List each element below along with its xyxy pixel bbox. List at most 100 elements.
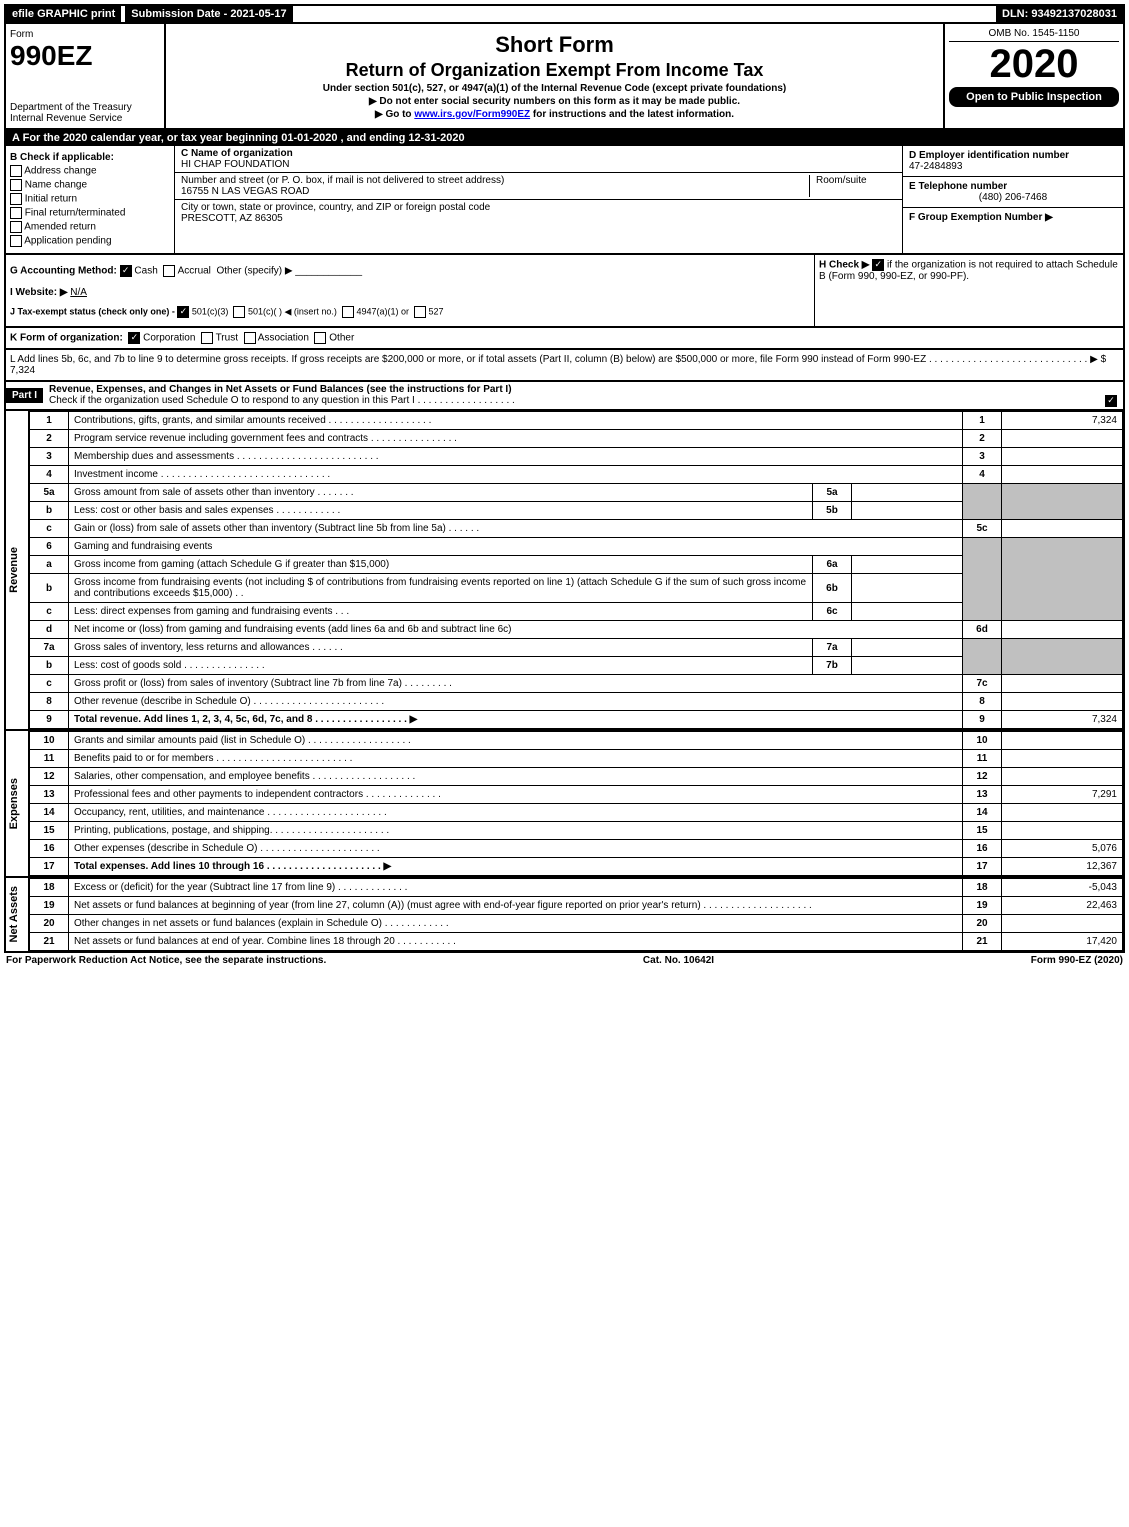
dept-line2: Internal Revenue Service	[10, 113, 122, 124]
room-label: Room/suite	[816, 175, 867, 186]
return-title: Return of Organization Exempt From Incom…	[174, 60, 935, 81]
line-7c: cGross profit or (loss) from sales of in…	[30, 675, 1123, 693]
line-21: 21Net assets or fund balances at end of …	[30, 933, 1123, 951]
period-text: For the 2020 calendar year, or tax year …	[23, 132, 465, 144]
line-19: 19Net assets or fund balances at beginni…	[30, 897, 1123, 915]
net-assets-label: Net Assets	[6, 886, 28, 942]
check-accrual[interactable]	[163, 265, 175, 277]
website-suffix: for instructions and the latest informat…	[533, 109, 734, 120]
page-footer: For Paperwork Reduction Act Notice, see …	[4, 953, 1125, 968]
irs-website-link[interactable]: www.irs.gov/Form990EZ	[414, 109, 530, 120]
lbl-pending: Application pending	[24, 236, 111, 247]
check-schedule-b[interactable]: ✓	[872, 259, 884, 271]
footer-right: Form 990-EZ (2020)	[1031, 955, 1123, 966]
form-label-small: Form	[10, 29, 33, 40]
check-initial-return[interactable]	[10, 193, 22, 205]
ghijkl-section: G Accounting Method: ✓ Cash Accrual Othe…	[4, 255, 1125, 328]
website-prefix: ▶ Go to	[375, 109, 414, 120]
lbl-501c: 501(c)( ) ◀ (insert no.)	[248, 306, 337, 316]
footer-center: Cat. No. 10642I	[643, 955, 714, 966]
line-5c: cGain or (loss) from sale of assets othe…	[30, 520, 1123, 538]
efile-label[interactable]: efile GRAPHIC print	[6, 6, 121, 22]
line9-desc: Total revenue. Add lines 1, 2, 3, 4, 5c,…	[74, 714, 417, 725]
check-name-change[interactable]	[10, 179, 22, 191]
form-header: Form 990EZ Department of the Treasury In…	[4, 24, 1125, 130]
ssn-note: ▶ Do not enter social security numbers o…	[174, 96, 935, 107]
check-501c[interactable]	[233, 306, 245, 318]
line-5a: 5aGross amount from sale of assets other…	[30, 484, 1123, 502]
check-pending[interactable]	[10, 235, 22, 247]
line-20: 20Other changes in net assets or fund ba…	[30, 915, 1123, 933]
box-c: C Name of organization HI CHAP FOUNDATIO…	[175, 146, 902, 253]
under-section-subtitle: Under section 501(c), 527, or 4947(a)(1)…	[174, 83, 935, 94]
city-label: City or town, state or province, country…	[181, 202, 490, 213]
expenses-label: Expenses	[6, 778, 28, 829]
lbl-address: Address change	[24, 166, 96, 177]
lbl-other-method: Other (specify) ▶	[216, 266, 292, 277]
filer-info-box: B Check if applicable: Address change Na…	[4, 146, 1125, 255]
check-amended[interactable]	[10, 221, 22, 233]
lbl-other-org: Other	[329, 333, 354, 344]
box-b: B Check if applicable: Address change Na…	[6, 146, 175, 253]
lbl-527: 527	[429, 306, 444, 316]
line-9: 9Total revenue. Add lines 1, 2, 3, 4, 5c…	[30, 711, 1123, 729]
check-4947[interactable]	[342, 306, 354, 318]
check-527[interactable]	[414, 306, 426, 318]
lbl-cash: Cash	[134, 266, 157, 277]
l-row: L Add lines 5b, 6c, and 7b to line 9 to …	[4, 350, 1125, 382]
check-other-org[interactable]	[314, 332, 326, 344]
i-label: I Website: ▶	[10, 287, 68, 298]
g-label: G Accounting Method:	[10, 266, 117, 277]
check-cash[interactable]: ✓	[120, 265, 132, 277]
k-label: K Form of organization:	[10, 333, 123, 344]
part1-label: Part I	[6, 388, 43, 403]
d-label: D Employer identification number	[909, 150, 1069, 161]
box-def: D Employer identification number 47-2484…	[902, 146, 1123, 253]
line-7a: 7aGross sales of inventory, less returns…	[30, 639, 1123, 657]
check-trust[interactable]	[201, 332, 213, 344]
dept-line1: Department of the Treasury	[10, 102, 132, 113]
check-501c3[interactable]: ✓	[177, 306, 189, 318]
footer-left: For Paperwork Reduction Act Notice, see …	[6, 955, 326, 966]
tax-year: 2020	[949, 42, 1119, 87]
lbl-trust: Trust	[216, 333, 238, 344]
line-12: 12Salaries, other compensation, and empl…	[30, 768, 1123, 786]
f-label: F Group Exemption Number ▶	[909, 212, 1053, 223]
open-to-public: Open to Public Inspection	[949, 87, 1119, 107]
street-label: Number and street (or P. O. box, if mail…	[181, 175, 504, 186]
l-text: L Add lines 5b, 6c, and 7b to line 9 to …	[10, 354, 1106, 365]
check-final-return[interactable]	[10, 207, 22, 219]
check-part1-schedule-o[interactable]: ✓	[1105, 395, 1117, 407]
part1-title: Revenue, Expenses, and Changes in Net As…	[49, 384, 512, 395]
line-14: 14Occupancy, rent, utilities, and mainte…	[30, 804, 1123, 822]
line-15: 15Printing, publications, postage, and s…	[30, 822, 1123, 840]
city-value: PRESCOTT, AZ 86305	[181, 213, 283, 224]
line-5b: bLess: cost or other basis and sales exp…	[30, 502, 1123, 520]
ein-value: 47-2484893	[909, 161, 962, 172]
line-11: 11Benefits paid to or for members . . . …	[30, 750, 1123, 768]
street-value: 16755 N LAS VEGAS ROAD	[181, 186, 309, 197]
k-row: K Form of organization: ✓ Corporation Tr…	[4, 328, 1125, 350]
line-6c: cLess: direct expenses from gaming and f…	[30, 603, 1123, 621]
revenue-section: Revenue 1Contributions, gifts, grants, a…	[4, 411, 1125, 731]
line-18: 18Excess or (deficit) for the year (Subt…	[30, 879, 1123, 897]
line-6: 6Gaming and fundraising events	[30, 538, 1123, 556]
website-value: N/A	[70, 287, 87, 298]
lbl-amended: Amended return	[24, 222, 96, 233]
line-2: 2Program service revenue including gover…	[30, 430, 1123, 448]
line-16: 16Other expenses (describe in Schedule O…	[30, 840, 1123, 858]
check-corp[interactable]: ✓	[128, 332, 140, 344]
line-7b: bLess: cost of goods sold . . . . . . . …	[30, 657, 1123, 675]
check-address-change[interactable]	[10, 165, 22, 177]
check-assoc[interactable]	[244, 332, 256, 344]
line17-desc: Total expenses. Add lines 10 through 16 …	[74, 861, 391, 872]
omb-number: OMB No. 1545-1150	[949, 28, 1119, 42]
part1-check-text: Check if the organization used Schedule …	[49, 395, 515, 406]
submission-date: Submission Date - 2021-05-17	[125, 6, 292, 22]
lbl-accrual: Accrual	[178, 266, 211, 277]
period-prefix: A	[12, 132, 20, 144]
lbl-name: Name change	[25, 180, 87, 191]
line-17: 17Total expenses. Add lines 10 through 1…	[30, 858, 1123, 876]
l-value: 7,324	[10, 365, 35, 376]
expenses-section: Expenses 10Grants and similar amounts pa…	[4, 731, 1125, 878]
